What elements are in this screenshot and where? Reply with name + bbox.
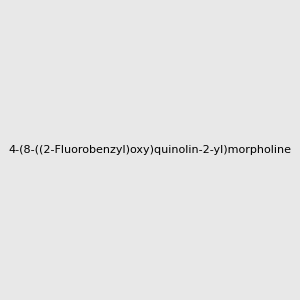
Text: 4-(8-((2-Fluorobenzyl)oxy)quinolin-2-yl)morpholine: 4-(8-((2-Fluorobenzyl)oxy)quinolin-2-yl)… [8,145,292,155]
